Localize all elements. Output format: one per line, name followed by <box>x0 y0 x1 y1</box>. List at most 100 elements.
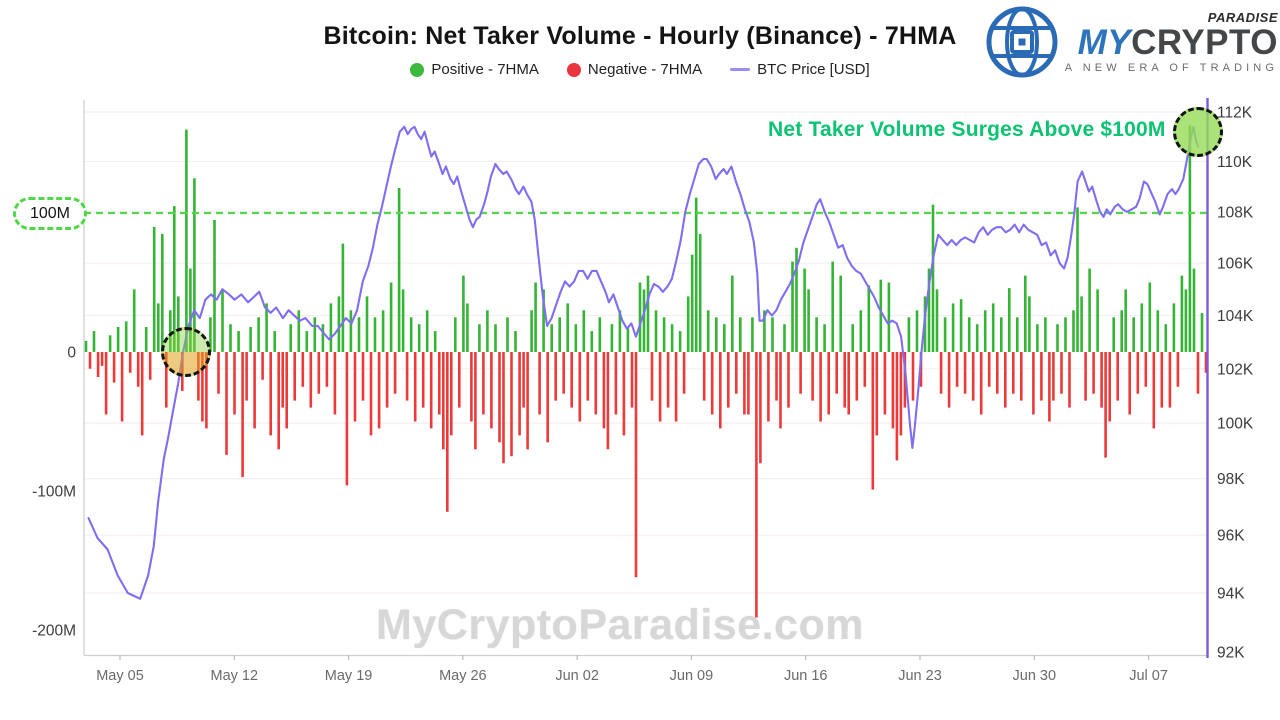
volume-bar <box>405 352 409 401</box>
volume-bar <box>650 352 654 401</box>
volume-bar <box>514 331 517 352</box>
volume-bar <box>361 352 365 401</box>
volume-bar <box>1088 268 1091 352</box>
volume-bar <box>811 352 814 401</box>
volume-bar <box>987 352 991 387</box>
volume-bar <box>795 247 798 352</box>
right-axis-tick-label: 102K <box>1217 361 1254 378</box>
volume-bar <box>161 233 164 352</box>
volume-bar <box>658 352 662 422</box>
volume-bar <box>787 352 790 408</box>
right-axis-tick-label: 104K <box>1217 308 1254 325</box>
volume-bar <box>735 352 738 394</box>
volume-bar <box>285 352 288 429</box>
legend: Positive - 7HMA Negative - 7HMA BTC Pric… <box>0 61 1280 78</box>
volume-bar <box>140 352 144 436</box>
page-title: Bitcoin: Net Taker Volume - Hourly (Bina… <box>323 22 957 50</box>
volume-bar <box>618 310 622 352</box>
volume-bar <box>610 324 614 352</box>
volume-bar <box>594 352 598 415</box>
right-axis-tick-label: 112K <box>1217 105 1253 122</box>
volume-bar <box>357 317 361 353</box>
globe-circuit-icon <box>986 6 1058 78</box>
volume-bar <box>478 324 481 352</box>
threshold-label-pill: 100M <box>13 197 87 230</box>
volume-bar <box>867 285 871 352</box>
volume-bar <box>899 352 903 436</box>
volume-bar <box>417 324 421 352</box>
volume-bar <box>237 331 240 352</box>
volume-bar <box>329 303 333 352</box>
x-axis-tick-label: May 26 <box>439 668 487 684</box>
volume-bar <box>401 289 405 352</box>
legend-item-price: BTC Price [USD] <box>730 61 870 78</box>
volume-bar <box>715 317 718 353</box>
volume-bar <box>887 282 891 352</box>
volume-bar <box>819 352 822 422</box>
volume-bar <box>1176 352 1180 387</box>
volume-bar <box>723 324 726 352</box>
volume-bar <box>823 324 826 352</box>
volume-bar <box>979 352 983 415</box>
volume-bar <box>221 289 224 352</box>
volume-bar <box>249 327 252 352</box>
volume-bar <box>883 352 887 415</box>
volume-bar <box>827 352 830 415</box>
volume-bar <box>108 335 112 352</box>
volume-bar <box>666 352 670 408</box>
volume-bar <box>562 352 565 394</box>
volume-bar <box>413 352 417 422</box>
brand-logo: PARADISE MYCRYPTO A NEW ERA OF TRADING <box>983 3 1278 81</box>
volume-bar <box>1060 352 1063 394</box>
volume-bar <box>546 352 549 443</box>
watermark: MyCryptoParadise.com <box>376 601 864 649</box>
volume-bar <box>654 310 658 352</box>
volume-bar <box>606 352 610 450</box>
volume-bar <box>542 289 545 352</box>
volume-bar <box>771 317 774 353</box>
volume-bar <box>983 310 987 352</box>
volume-bar <box>590 331 594 352</box>
volume-bar <box>931 204 935 352</box>
volume-bar <box>1068 352 1071 408</box>
volume-bar <box>353 352 357 422</box>
right-axis-tick-label: 106K <box>1217 256 1254 273</box>
volume-bar <box>213 220 216 352</box>
volume-bar <box>1036 324 1039 352</box>
volume-bar <box>245 352 248 401</box>
volume-bar <box>534 282 537 352</box>
volume-bar <box>381 310 385 352</box>
volume-bar <box>975 324 979 352</box>
volume-bar <box>991 303 995 352</box>
volume-bar <box>1188 125 1192 353</box>
volume-bar <box>144 327 148 352</box>
volume-bar <box>96 352 100 377</box>
volume-bar <box>678 331 682 352</box>
volume-bar <box>377 352 381 429</box>
volume-bar <box>702 352 706 401</box>
volume-bar <box>281 352 284 408</box>
volume-bar <box>1128 352 1131 415</box>
volume-bar <box>863 352 867 387</box>
volume-bar <box>1008 288 1011 352</box>
volume-bar <box>462 275 465 352</box>
volume-bar <box>1136 352 1140 394</box>
volume-bar <box>277 352 280 450</box>
volume-bar <box>871 352 875 490</box>
volume-bar <box>253 352 256 429</box>
legend-label-positive: Positive - 7HMA <box>431 61 539 78</box>
x-axis-tick-label: Jun 30 <box>1013 668 1057 684</box>
x-axis-tick-label: May 19 <box>325 668 373 684</box>
volume-bar <box>84 340 88 352</box>
volume-bar <box>1056 324 1059 352</box>
volume-bar <box>1076 207 1079 352</box>
volume-bar <box>1064 317 1067 353</box>
brand-wordmark: PARADISE MYCRYPTO A NEW ERA OF TRADING <box>1065 11 1278 74</box>
volume-bar <box>690 254 694 352</box>
volume-bar <box>831 261 834 352</box>
x-axis-tick-label: May 05 <box>96 668 144 684</box>
volume-bar <box>494 324 497 352</box>
volume-bar <box>638 282 642 352</box>
